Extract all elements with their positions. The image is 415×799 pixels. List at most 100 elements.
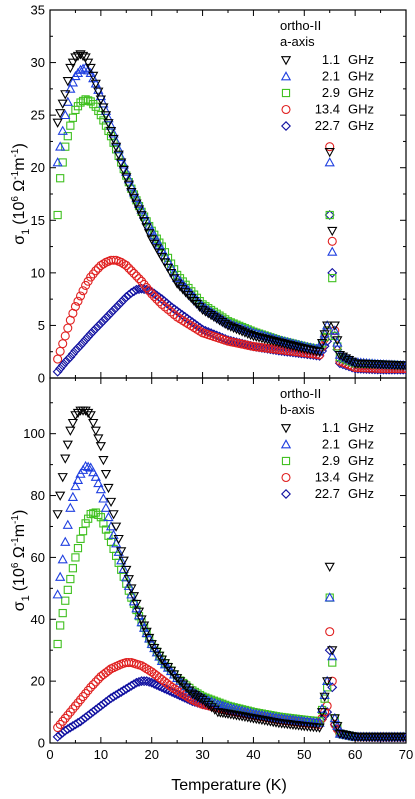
data-point [248,332,259,342]
data-point [77,51,89,62]
data-point [179,692,190,703]
data-point [172,279,183,289]
data-point [163,304,173,314]
series-22-7-ghz [52,210,406,377]
data-point [328,273,337,283]
data-point [142,664,152,674]
data-point [136,204,147,214]
data-point [75,695,86,705]
data-point [93,674,103,684]
data-point [85,328,96,339]
data-point [98,103,109,113]
data-point [100,313,111,324]
data-point [55,363,66,374]
data-point [314,347,325,358]
data-point [55,571,66,581]
data-point [108,305,119,316]
data-point [81,95,90,104]
data-point [346,357,358,367]
y-tick-label: 20 [31,674,45,689]
data-point [144,676,155,687]
y-axis-label-exp: 6 [10,562,21,568]
data-point [95,484,106,494]
legend-entry-unit: GHz [348,118,374,133]
data-point [123,180,134,190]
data-point [113,299,124,310]
data-point [65,502,76,512]
data-point [327,226,338,237]
data-point [314,344,325,354]
data-point [52,510,63,520]
x-tick-label: 50 [297,747,311,762]
data-point [76,534,85,543]
data-point [80,53,91,63]
data-point [118,563,129,573]
data-point [149,291,159,302]
data-point [68,704,78,714]
data-point [70,480,81,491]
legend-marker [280,439,292,449]
legend-entry-unit: GHz [348,85,374,100]
legend-marker [281,472,291,483]
data-point [149,239,160,250]
data-point [55,109,66,119]
data-point [177,691,188,702]
data-point [103,511,114,522]
data-point [60,331,70,341]
data-point [134,676,144,687]
data-point [65,707,75,717]
data-point [293,343,304,353]
data-point [319,330,330,340]
data-point [65,83,76,93]
data-point [78,526,88,536]
data-point [156,253,168,263]
y-tick-label: 10 [31,265,45,280]
data-point [168,274,180,284]
data-point [194,302,205,313]
data-point [131,199,142,209]
data-point [70,701,80,711]
data-point [88,680,98,690]
y-tick-label: 35 [31,3,45,18]
data-point [325,627,335,637]
data-point [103,483,114,494]
data-point [290,342,301,352]
data-point [268,344,279,355]
data-point [141,627,152,637]
data-point [116,555,127,565]
data-point [152,294,162,304]
data-point [77,63,89,73]
data-point [52,366,63,377]
data-point [83,685,93,695]
data-point [323,683,332,692]
data-point [203,700,214,710]
data-point [70,301,80,312]
data-point [332,722,343,732]
data-point [251,342,261,352]
data-point [314,723,325,733]
y-tick-label: 100 [23,426,45,441]
data-point [118,159,129,169]
data-point [83,461,94,471]
data-point [182,693,193,704]
data-point [70,70,81,81]
data-point [186,294,197,304]
data-point [53,722,63,733]
data-point [58,608,67,618]
data-point [90,79,101,89]
x-tick-label: 10 [94,747,108,762]
y-axis-label-unit: m [11,524,28,537]
data-point [88,73,99,83]
legend-marker [281,489,291,499]
data-point [100,469,112,480]
legend-entry-value: 2.1 [322,437,340,452]
y-axis-label-unit: Ω [11,546,28,562]
data-point [55,729,66,740]
data-point [70,345,81,356]
data-point [57,125,68,135]
data-point [96,260,106,271]
data-point [67,348,78,359]
x-tick-label: 0 [46,747,53,762]
data-point [60,536,71,546]
data-point [257,342,267,353]
